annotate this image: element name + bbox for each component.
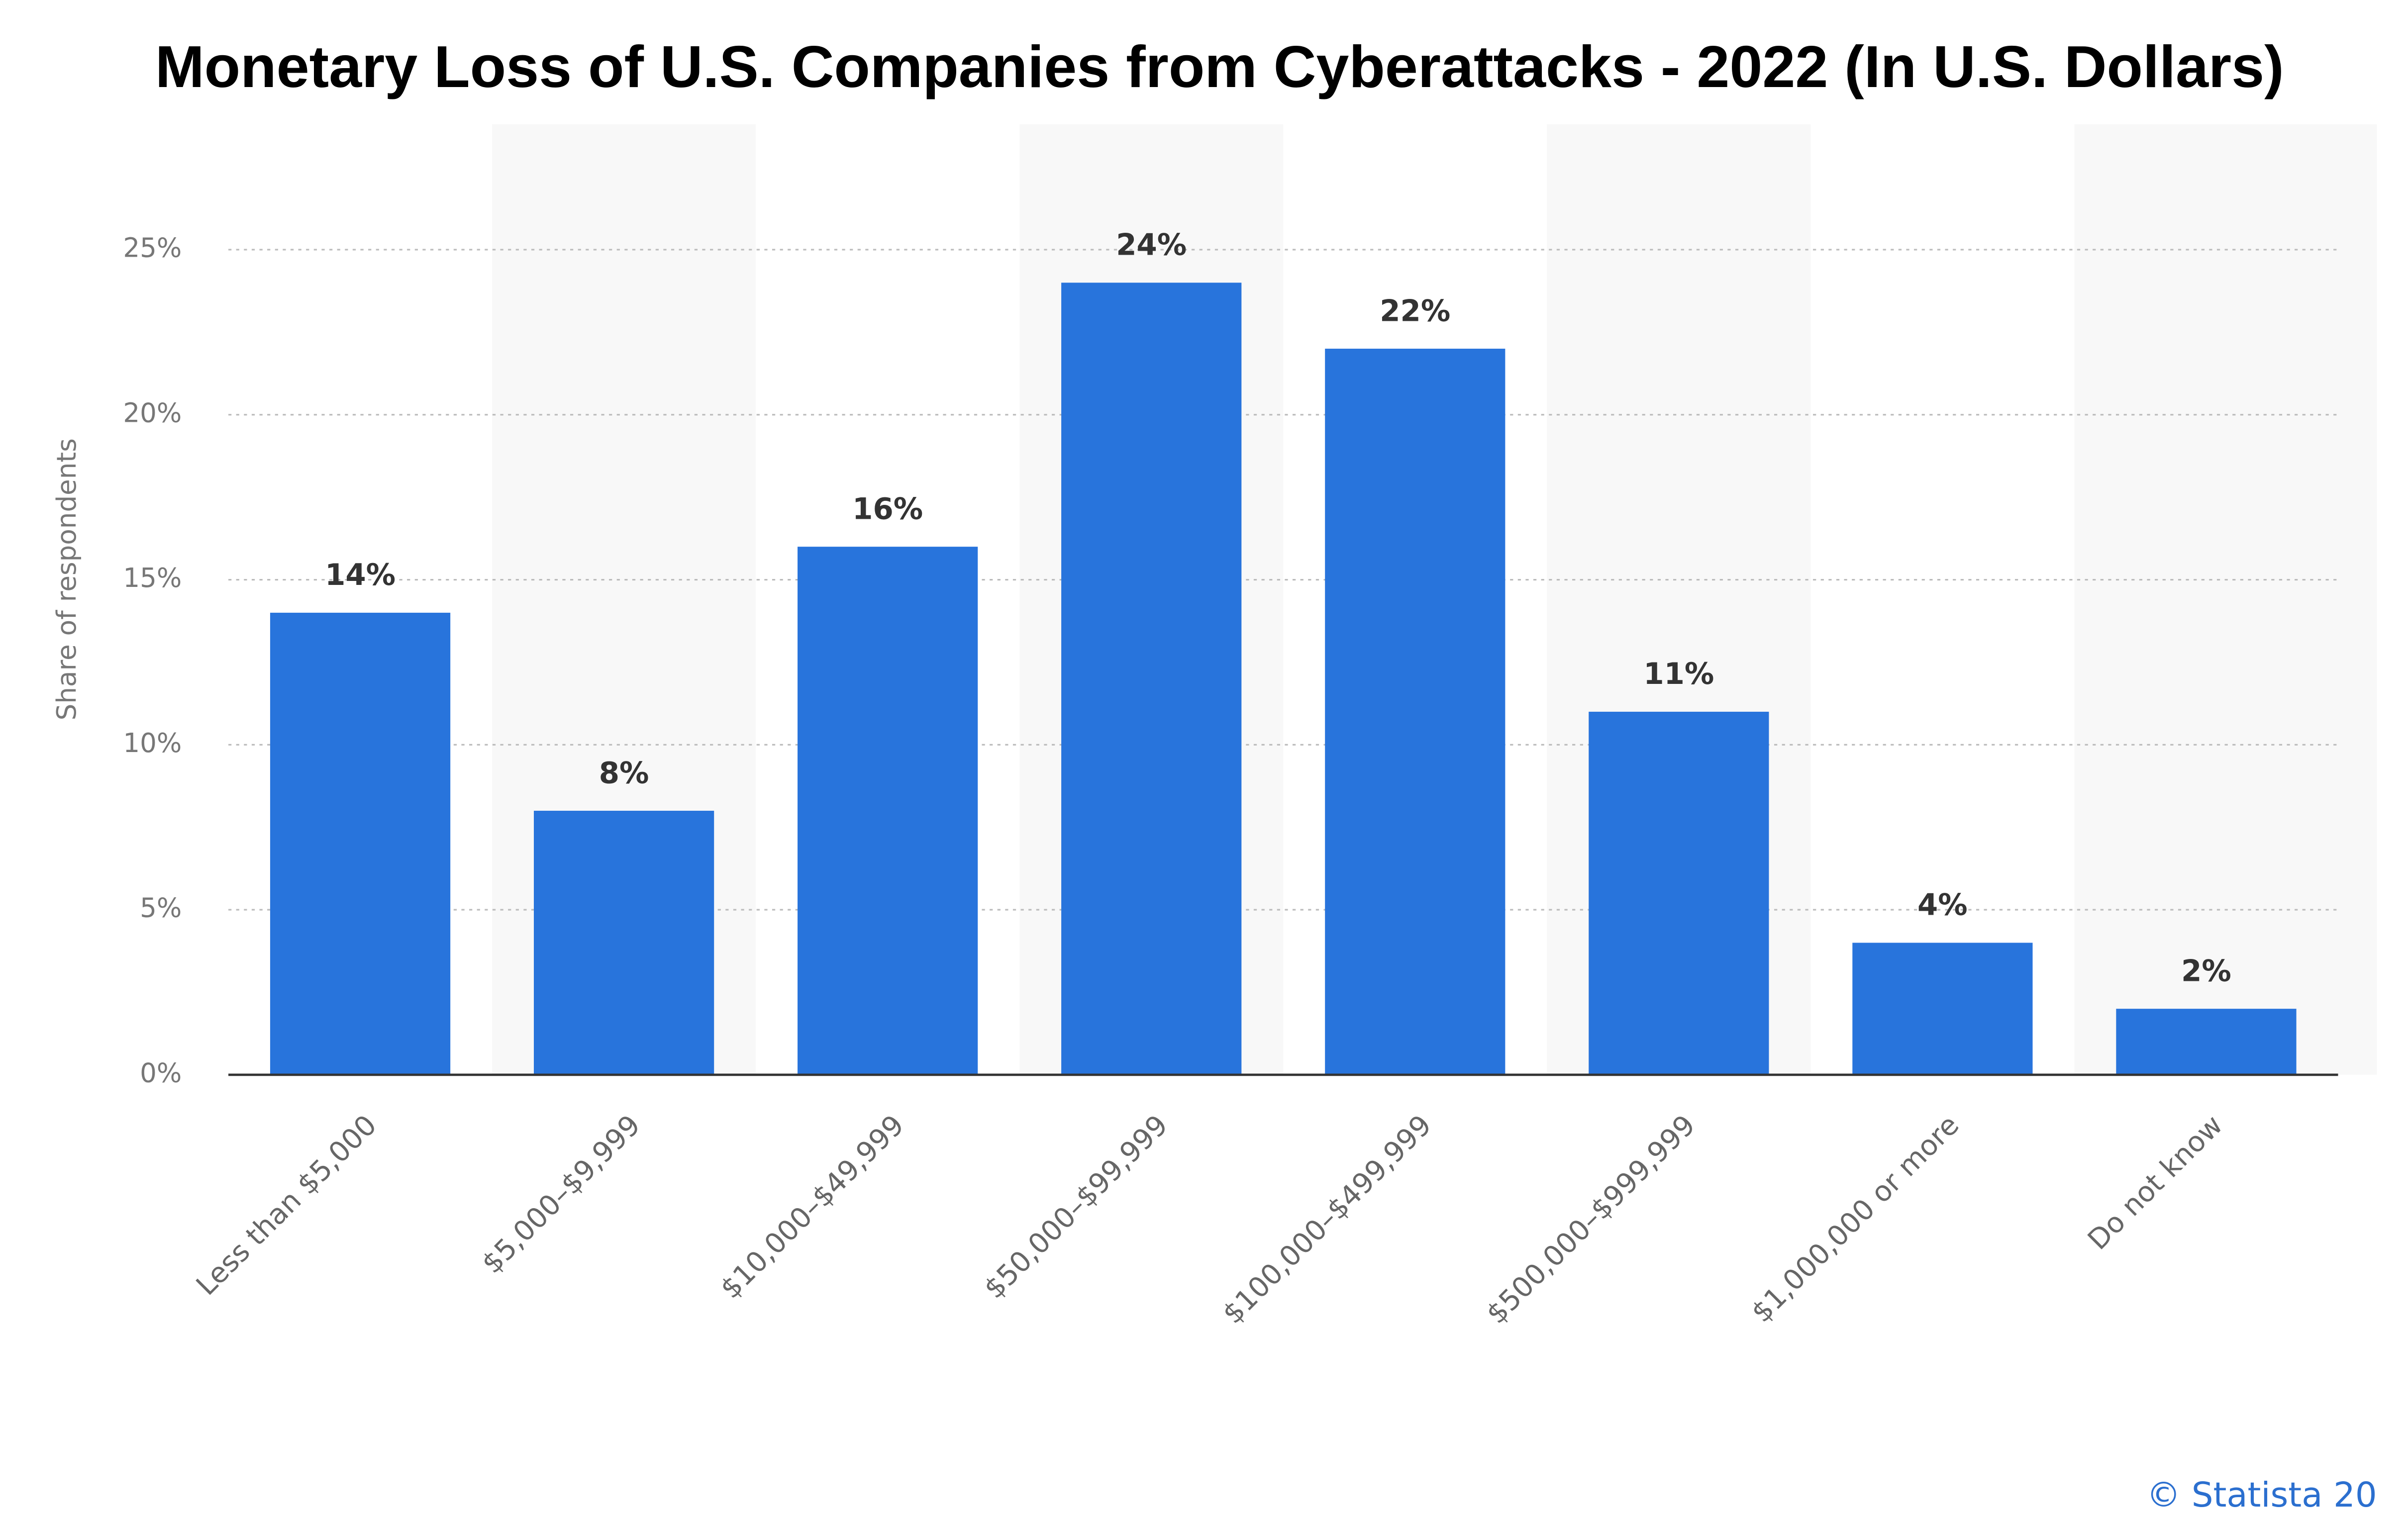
data-label: 22% (1380, 293, 1450, 328)
y-tick-label: 5% (140, 893, 182, 924)
x-tick-label: Do not know (2082, 1109, 2229, 1256)
y-tick-label: 10% (123, 728, 182, 759)
data-label: 8% (599, 756, 649, 790)
x-tick-label: $10,000–$49,999 (714, 1109, 910, 1305)
chart-title: Monetary Loss of U.S. Companies from Cyb… (155, 34, 2284, 100)
x-tick-label: $500,000–$999,999 (1480, 1109, 1702, 1331)
data-label: 2% (2181, 953, 2231, 988)
x-tick-label: $1,000,000 or more (1745, 1109, 1965, 1329)
data-label: 24% (1116, 228, 1187, 262)
bar (1325, 349, 1505, 1075)
bar (533, 811, 714, 1075)
data-label: 14% (325, 558, 396, 592)
bar (1852, 943, 2033, 1075)
band-background (2338, 124, 2377, 1075)
y-tick-label: 0% (140, 1057, 182, 1088)
y-tick-label: 20% (123, 397, 182, 428)
bar (270, 612, 451, 1075)
x-tick-label: $5,000–$9,999 (476, 1109, 647, 1280)
y-axis-label: Share of respondents (51, 438, 82, 720)
x-tick-label: $100,000–$499,999 (1216, 1109, 1438, 1331)
bar (1589, 711, 1769, 1075)
credit: © Statista 20 (2146, 1475, 2377, 1515)
bar (1061, 283, 1242, 1075)
band-background (2074, 124, 2338, 1075)
data-label: 4% (1917, 888, 1968, 922)
x-tick-label: Less than $5,000 (190, 1109, 383, 1302)
bar (2116, 1009, 2297, 1075)
y-tick-label: 15% (123, 563, 182, 593)
y-tick-label: 25% (123, 233, 182, 264)
x-tick-label: $50,000–$99,999 (978, 1109, 1174, 1305)
bar (798, 547, 978, 1075)
data-label: 11% (1643, 657, 1714, 691)
data-label: 16% (852, 491, 923, 526)
